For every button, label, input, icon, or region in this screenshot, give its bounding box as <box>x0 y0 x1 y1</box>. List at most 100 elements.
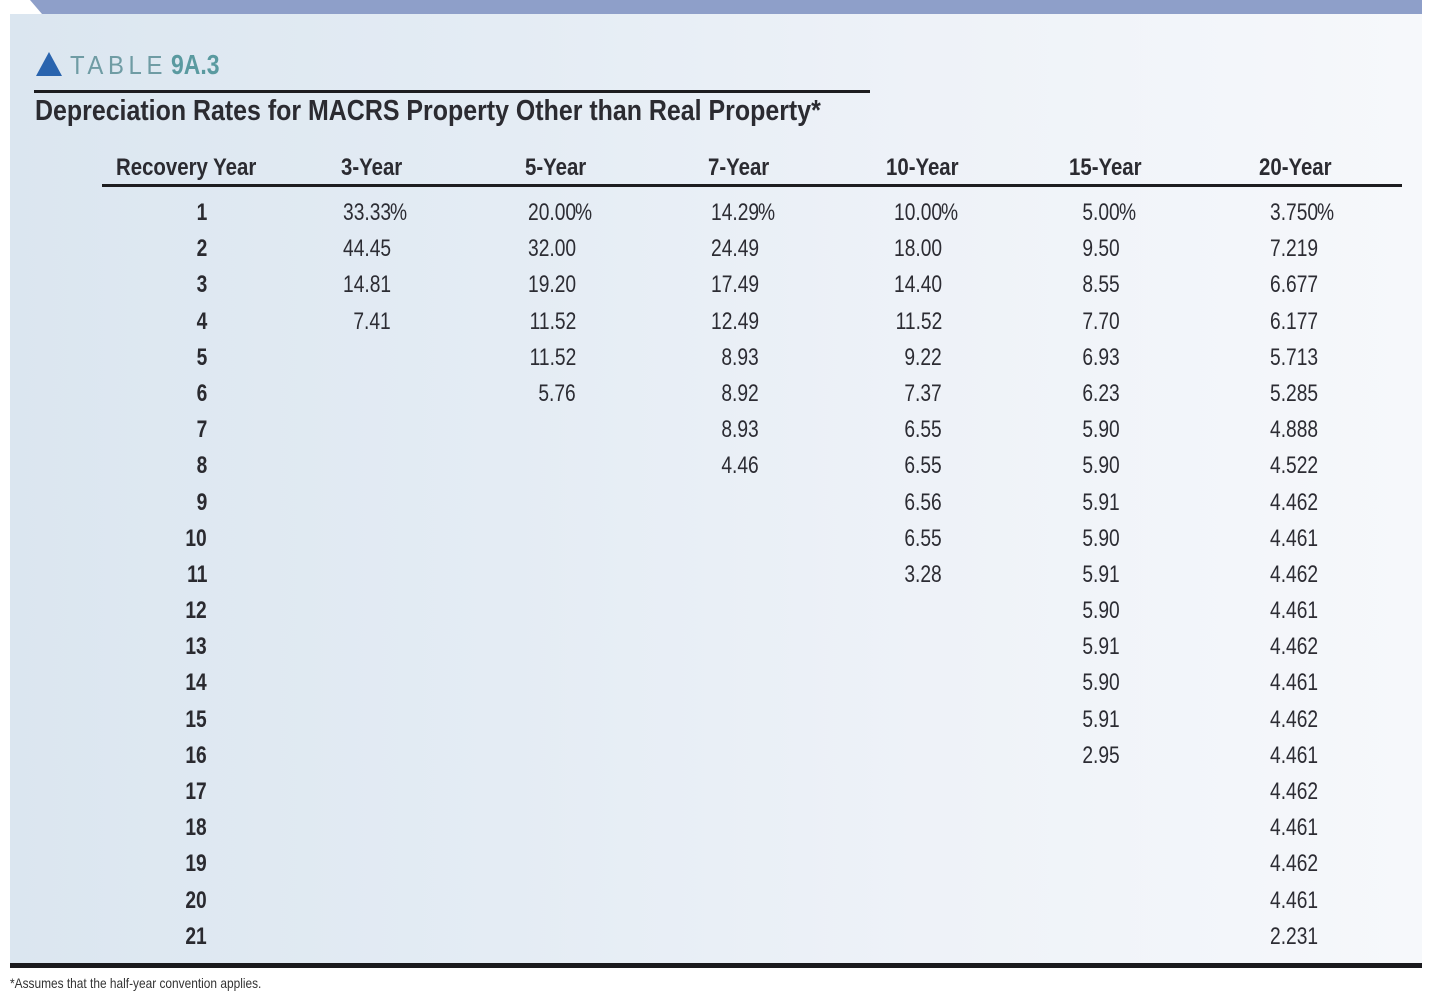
table-cell: 11.52 <box>480 343 576 379</box>
table-cell: 5.00% <box>1020 198 1136 234</box>
cell-value: 11.52 <box>529 307 576 335</box>
table-cell: 6.55 <box>840 415 942 451</box>
cell-value: 20 <box>185 886 207 914</box>
cell-value: 2.95 <box>1082 741 1120 769</box>
table-cell: 19.20 <box>480 270 576 306</box>
table-cell: 14.40 <box>840 270 942 306</box>
table-cell: 5.90 <box>1020 415 1120 451</box>
cell-value: 14 <box>185 669 207 697</box>
cell-value: 10 <box>185 524 207 552</box>
cell-value: 6.677 <box>1269 271 1318 299</box>
table-cell: 4.461 <box>1220 813 1318 849</box>
cell-value: 10.00 <box>893 199 942 226</box>
table-cell: 7.37 <box>840 379 942 415</box>
cell-value: 33.33 <box>342 199 391 226</box>
table-cell: 20 <box>150 886 207 922</box>
cell-value: 14.29 <box>710 199 759 226</box>
table-cell: 4.462 <box>1220 632 1318 668</box>
cell-value: 11.52 <box>529 343 576 371</box>
cell-value: 8.93 <box>721 416 759 444</box>
table-cell: 5.90 <box>1020 596 1120 632</box>
cell-value: 4 <box>196 307 207 335</box>
table-cell: 10.00% <box>840 198 958 234</box>
cell-value: 6.55 <box>904 452 942 480</box>
cell-value: 5.90 <box>1082 669 1120 697</box>
table-cell: 4.46 <box>660 451 759 487</box>
table-cell: 1 <box>150 198 207 234</box>
cell-value: 4.461 <box>1269 669 1318 697</box>
column-15-year: 5.00% 9.50 8.55 7.70 6.93 6.23 5.90 5.90 5.91 5.9… <box>1020 198 1136 777</box>
table-cell: 6.177 <box>1220 307 1318 343</box>
percent-suffix: % <box>758 199 776 226</box>
cell-value: 16 <box>185 741 207 769</box>
cell-value: 5.90 <box>1082 416 1120 444</box>
cell-value: 5.91 <box>1082 488 1120 516</box>
table-cell: 9.50 <box>1020 234 1120 270</box>
cell-value: 7 <box>196 416 207 444</box>
cell-value: 5.90 <box>1082 452 1120 480</box>
column-header-15-year: 15-Year <box>1069 154 1142 181</box>
table-cell: 4.461 <box>1220 668 1318 704</box>
percent-suffix: % <box>390 199 408 226</box>
cell-value: 5.76 <box>538 379 576 407</box>
table-cell: 8.92 <box>660 379 759 415</box>
percent-suffix: % <box>1119 199 1137 226</box>
cell-value: 4.462 <box>1269 850 1318 878</box>
cell-value: 5.285 <box>1269 379 1318 407</box>
cell-value: 4.462 <box>1269 560 1318 588</box>
table-cell: 7.219 <box>1220 234 1318 270</box>
cell-value: 18 <box>185 814 207 842</box>
cell-value: 5.713 <box>1269 343 1318 371</box>
table-cell: 5 <box>150 343 207 379</box>
cell-value: 4.462 <box>1269 705 1318 733</box>
table-cell: 5.90 <box>1020 668 1120 704</box>
cell-value: 12 <box>185 597 207 625</box>
cell-value: 3 <box>196 271 207 299</box>
cell-value: 4.461 <box>1269 741 1318 769</box>
table-cell: 8.93 <box>660 343 759 379</box>
cell-value: 4.461 <box>1269 814 1318 842</box>
cell-value: 6.55 <box>904 524 942 552</box>
table-cell: 14 <box>150 668 207 704</box>
table-label: TABLE 9A.3 <box>36 47 231 83</box>
column-3-year: 33.33% 44.45 14.81 7.41 <box>300 198 407 343</box>
table-cell: 5.91 <box>1020 632 1120 668</box>
cell-value: 5.90 <box>1082 597 1120 625</box>
table-cell: 5.90 <box>1020 524 1120 560</box>
column-7-year: 14.29% 24.49 17.49 12.49 8.93 8.92 8.93 4.46 <box>660 198 775 488</box>
triangle-up-icon <box>36 52 62 76</box>
cell-value: 5.91 <box>1082 560 1120 588</box>
table-cell: 10 <box>150 524 207 560</box>
table-cell: 3.750% <box>1220 198 1334 234</box>
cell-value: 24.49 <box>710 235 759 263</box>
table-cell: 8 <box>150 451 207 487</box>
table-cell: 14.29% <box>660 198 775 234</box>
cell-value: 14.81 <box>342 271 391 299</box>
cell-value: 4.461 <box>1269 886 1318 914</box>
cell-value: 6.55 <box>904 416 942 444</box>
bottom-rule <box>10 963 1422 968</box>
table-cell: 7 <box>150 415 207 451</box>
cell-value: 4.461 <box>1269 597 1318 625</box>
percent-suffix: % <box>575 199 593 226</box>
cell-value: 14.40 <box>893 271 942 299</box>
table-cell: 5.91 <box>1020 560 1120 596</box>
table-cell: 5.91 <box>1020 488 1120 524</box>
cell-value: 5.00 <box>1082 199 1120 226</box>
table-cell: 2 <box>150 234 207 270</box>
table-cell: 9 <box>150 488 207 524</box>
table-cell: 13 <box>150 632 207 668</box>
cell-value: 9 <box>196 488 207 516</box>
table-cell: 5.76 <box>480 379 576 415</box>
table-cell: 4 <box>150 307 207 343</box>
table-cell: 12 <box>150 596 207 632</box>
table-cell: 5.91 <box>1020 705 1120 741</box>
cell-value: 4.522 <box>1269 452 1318 480</box>
cell-value: 18.00 <box>893 235 942 263</box>
cell-value: 8.92 <box>721 379 759 407</box>
table-cell: 32.00 <box>480 234 576 270</box>
table-cell: 20.00% <box>480 198 592 234</box>
table-cell: 4.461 <box>1220 886 1318 922</box>
cell-value: 19.20 <box>527 271 576 299</box>
cell-value: 44.45 <box>342 235 391 263</box>
